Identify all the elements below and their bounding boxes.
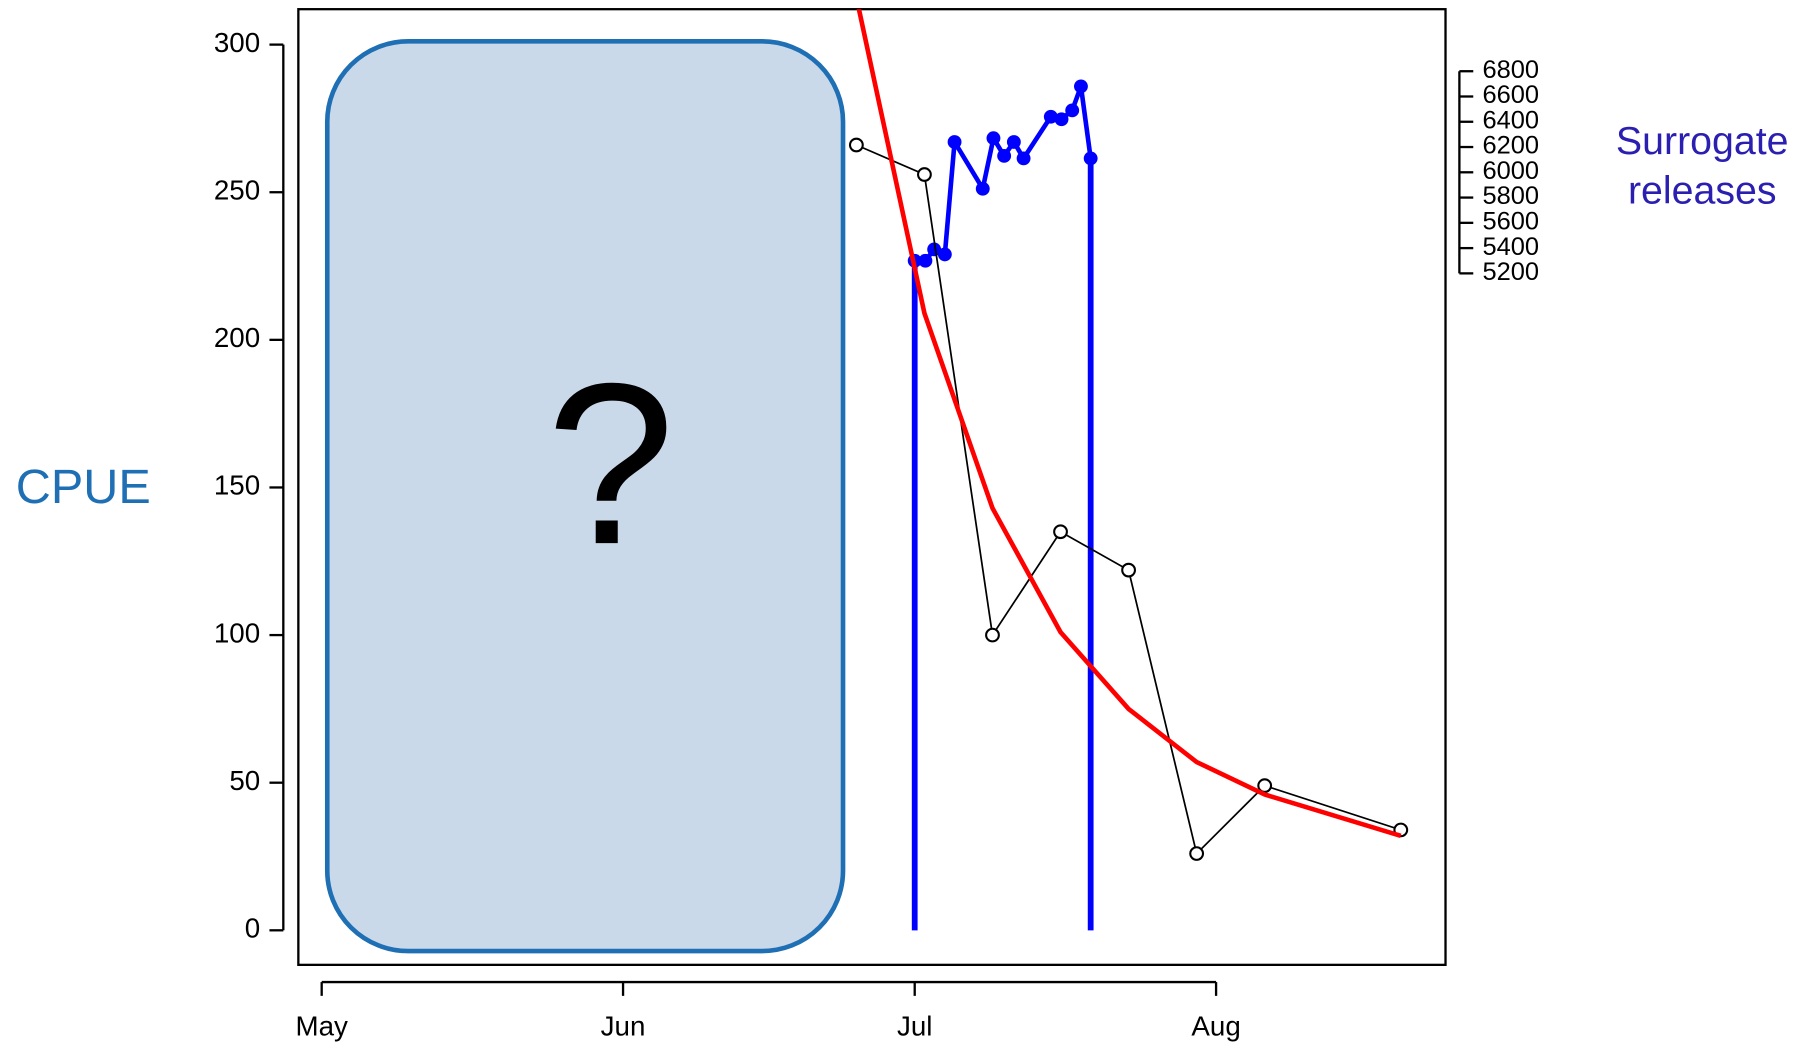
x-tick-label: Jun	[601, 1010, 646, 1041]
data-point	[1121, 562, 1136, 578]
y2-tick-label: 6000	[1483, 157, 1540, 185]
data-point	[1054, 112, 1069, 127]
x-tick-label: Aug	[1191, 1010, 1240, 1041]
y2-tick-label: 6400	[1483, 107, 1540, 135]
series-line	[914, 85, 1093, 264]
data-point	[1006, 135, 1021, 149]
data-point	[1016, 151, 1031, 166]
unknown-period-box	[324, 39, 846, 954]
plot-area	[848, 9, 1409, 931]
y-tick-label: 300	[214, 27, 260, 58]
y-tick-label: 200	[214, 322, 260, 353]
x-tick-label: May	[295, 1010, 348, 1041]
data-point	[1065, 103, 1080, 118]
data-point	[1043, 109, 1058, 124]
y-tick-label: 100	[214, 617, 260, 648]
data-point	[997, 148, 1012, 163]
data-point	[986, 131, 1001, 146]
y2-tick-label: 6200	[1483, 132, 1540, 160]
data-point	[1074, 79, 1088, 94]
y-tick-label: 250	[214, 175, 260, 206]
y2-axis-label: releases	[1628, 169, 1777, 212]
data-point	[985, 627, 1000, 643]
x-tick-label: Jul	[897, 1010, 932, 1041]
y2-tick-label: 5800	[1483, 182, 1540, 210]
y2-tick-label: 5400	[1483, 233, 1540, 261]
data-point	[848, 137, 864, 153]
data-point	[918, 253, 933, 268]
annotation: ?	[546, 335, 675, 592]
y-tick-label: 50	[229, 765, 260, 796]
data-point	[937, 247, 952, 262]
data-point	[1053, 524, 1068, 540]
data-point	[975, 181, 990, 196]
y2-tick-label: 5200	[1483, 258, 1540, 286]
series-line	[856, 9, 1402, 839]
y2-tick-label: 6800	[1483, 56, 1540, 84]
y-axis-label: CPUE	[16, 460, 151, 514]
y-tick-label: 0	[245, 913, 260, 944]
data-point	[1189, 846, 1205, 861]
y2-tick-label: 5600	[1483, 208, 1540, 236]
data-point	[1083, 151, 1098, 166]
data-point	[947, 135, 962, 149]
y2-axis-label: Surrogate	[1616, 120, 1789, 163]
plot-frame	[297, 8, 1447, 967]
data-point	[917, 167, 932, 182]
y-tick-label: 150	[214, 470, 260, 501]
series-line	[856, 144, 1402, 856]
y2-tick-label: 6600	[1483, 81, 1540, 109]
data-point	[927, 242, 942, 257]
